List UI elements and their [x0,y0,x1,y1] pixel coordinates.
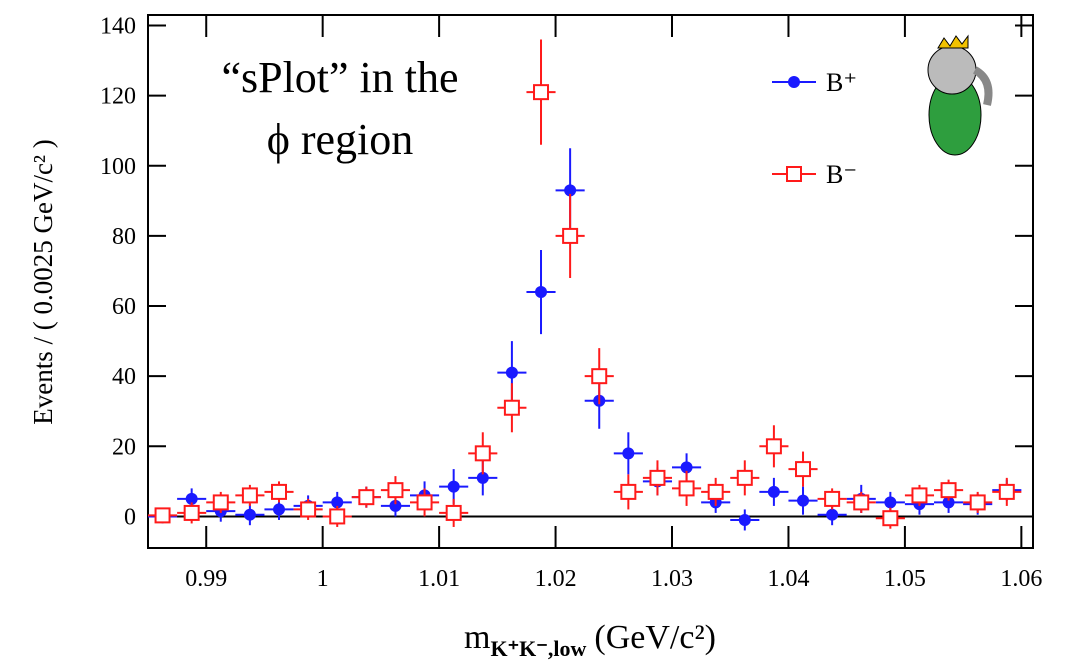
y-tick-label: 100 [100,154,136,180]
y-tick-label: 0 [124,504,136,530]
legend-label: B⁻ [826,160,857,189]
y-tick-label: 140 [100,14,136,40]
x-tick-label: 1.02 [535,566,577,592]
x-axis-title: mK⁺K⁻,low (GeV/c²) [464,619,716,661]
data-point [476,471,489,484]
data-point [826,508,839,521]
data-point [562,227,579,244]
legend-label: B⁺ [826,68,857,97]
data-point [797,494,810,507]
x-tick-label: 1.05 [884,566,926,592]
x-tick-label: 1.06 [1000,566,1042,592]
data-point [505,366,518,379]
data-point [271,483,288,500]
x-axis-title-part: (GeV/c²) [594,619,716,656]
data-point [649,469,666,486]
data-point [243,508,256,521]
data-point [969,494,986,511]
data-point [416,494,433,511]
data-point [503,399,520,416]
y-tick-label: 40 [112,364,136,390]
plot-frame [147,14,1034,549]
data-point [300,501,317,518]
x-axis-title-part: m [464,619,490,656]
data-point [329,508,346,525]
annotation: ϕ region [267,115,414,164]
legend-marker [786,166,802,182]
data-point [942,496,955,509]
data-point [620,483,637,500]
data-point [884,496,897,509]
data-point [911,487,928,504]
legend-marker [788,76,800,88]
data-point [882,510,899,527]
data-point [678,480,695,497]
data-point [447,480,460,493]
data-point [767,485,780,498]
data-point [795,461,812,478]
annotation: “sPlot” in the [221,53,458,102]
data-point [998,483,1015,500]
data-point [183,504,200,521]
data-point [474,445,491,462]
x-tick-label: 0.99 [185,566,227,592]
x-tick-label: 1.04 [767,566,809,592]
data-point [736,469,753,486]
data-point [535,286,548,299]
data-point [824,490,841,507]
y-tick-label: 120 [100,84,136,110]
y-tick-label: 20 [112,434,136,460]
x-tick-label: 1.03 [651,566,693,592]
data-point [533,84,550,101]
data-point [765,438,782,455]
x-tick-label: 1 [317,566,329,592]
data-point [241,487,258,504]
data-point [591,368,608,385]
data-point [185,492,198,505]
data-point [707,483,724,500]
data-point [273,503,286,516]
y-tick-label: 80 [112,224,136,250]
y-tick-label: 60 [112,294,136,320]
data-point [445,504,462,521]
data-point [331,496,344,509]
y-axis-title: Events / ( 0.0025 GeV/c² ) [28,139,58,425]
mascot [927,34,993,156]
x-axis-title-part: K⁺K⁻,low [490,636,586,661]
data-point [389,499,402,512]
data-point [940,482,957,499]
data-point [680,461,693,474]
x-tick-label: 1.01 [418,566,460,592]
data-point [212,494,229,511]
data-point [738,513,751,526]
data-point [622,447,635,460]
data-point [853,494,870,511]
data-point [564,184,577,197]
data-point [154,507,171,524]
data-point [387,482,404,499]
data-point [358,489,375,506]
